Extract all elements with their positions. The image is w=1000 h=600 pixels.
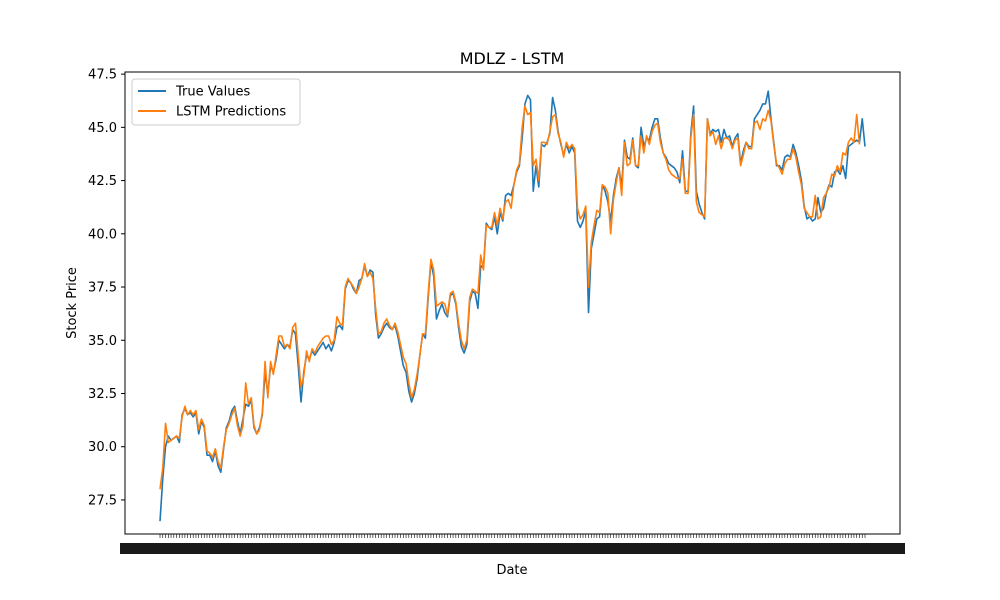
series-line-lstm-predictions: [159, 105, 861, 490]
x-axis-label: Date: [496, 563, 527, 578]
plot-frame: [124, 71, 901, 535]
y-tick-label: 37.5: [88, 281, 117, 296]
y-tick-label: 45.0: [88, 121, 117, 136]
y-tick-label: 27.5: [88, 493, 117, 508]
legend: True Values LSTM Predictions: [131, 78, 301, 126]
legend-box: [131, 78, 301, 126]
y-tick-label: 32.5: [88, 387, 117, 402]
x-axis-ticks: [120, 534, 905, 554]
y-axis-label: Stock Price: [65, 267, 80, 339]
y-tick-label: 35.0: [88, 334, 117, 349]
legend-label-true-values: True Values: [175, 85, 250, 100]
series-layer: [159, 90, 866, 522]
y-tick-label: 47.5: [88, 68, 117, 83]
chart-title: MDLZ - LSTM: [460, 49, 565, 68]
y-tick-label: 30.0: [88, 440, 117, 455]
y-tick-label: 42.5: [88, 174, 117, 189]
legend-label-lstm-predictions: LSTM Predictions: [176, 105, 286, 120]
y-axis-ticks: 27.5 30.0 32.5 35.0 37.5 40.0 42.5 45.0 47.5: [88, 68, 125, 508]
y-tick-label: 40.0: [88, 227, 117, 242]
plot-area: [125, 72, 900, 534]
x-tick-labels-overlap: [120, 543, 905, 554]
